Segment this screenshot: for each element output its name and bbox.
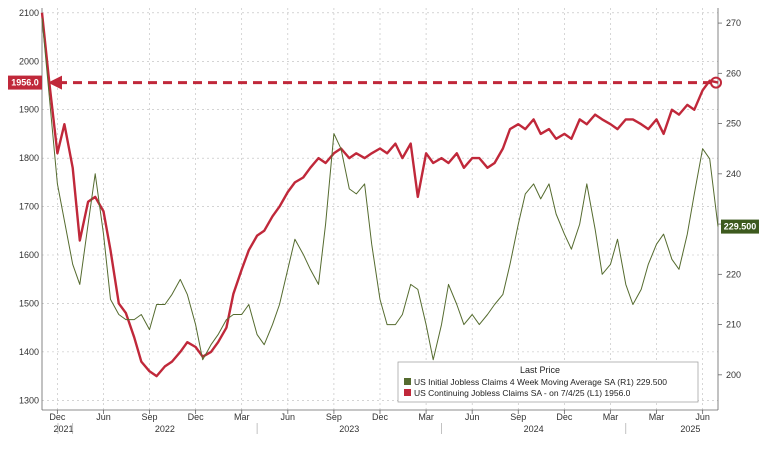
left-tick-label: 1900 (19, 105, 39, 115)
legend-title: Last Price (520, 365, 560, 375)
left-last-value-label: 1956.0 (11, 78, 39, 88)
x-month-label: Mar (418, 412, 434, 422)
x-month-label: Sep (142, 412, 158, 422)
left-tick-label: 1700 (19, 202, 39, 212)
x-month-label: Mar (649, 412, 665, 422)
left-tick-label: 1300 (19, 395, 39, 405)
legend: Last Price US Initial Jobless Claims 4 W… (397, 361, 699, 403)
x-year-label: 2024 (524, 424, 544, 434)
x-month-label: Dec (49, 412, 66, 422)
legend-box (397, 361, 699, 403)
annotation-arrowhead (48, 75, 62, 90)
left-last-value-box (8, 75, 42, 90)
right-tick-label: 260 (726, 68, 741, 78)
right-tick-label: 270 (726, 18, 741, 28)
legend-label-initial: US Initial Jobless Claims 4 Week Moving … (414, 377, 667, 387)
annotation-end-marker (710, 76, 722, 89)
x-month-label: Mar (603, 412, 619, 422)
right-last-value-box (721, 219, 759, 234)
right-tick-label: 210 (726, 320, 741, 330)
right-tick-label: 220 (726, 269, 741, 279)
initial-claims-line (41, 18, 719, 361)
x-month-label: Jun (695, 412, 710, 422)
right-tick-label: 200 (726, 370, 741, 380)
left-tick-label: 2000 (19, 56, 39, 66)
left-tick-label: 1600 (19, 250, 39, 260)
x-year-label: 2023 (339, 424, 359, 434)
left-tick-label: 1500 (19, 298, 39, 308)
x-month-label: Dec (556, 412, 573, 422)
gridlines (42, 8, 718, 410)
x-month-label: Jun (281, 412, 296, 422)
x-month-label: Jun (96, 412, 111, 422)
x-month-label: Dec (188, 412, 205, 422)
x-month-label: Sep (510, 412, 526, 422)
series-lines (40, 12, 719, 378)
legend-swatch-initial (404, 378, 411, 385)
legend-label-continuing: US Continuing Jobless Claims SA - on 7/4… (414, 388, 631, 398)
x-month-label: Mar (234, 412, 250, 422)
x-month-label: Jun (465, 412, 480, 422)
continuing-claims-line (40, 12, 719, 378)
left-tick-label: 2100 (19, 8, 39, 18)
x-year-label: 2021 (53, 424, 73, 434)
x-year-label: 2022 (155, 424, 175, 434)
left-tick-label: 1800 (19, 153, 39, 163)
x-month-label: Sep (326, 412, 342, 422)
right-tick-label: 240 (726, 169, 741, 179)
annotations: 1956.0 229.500 (8, 75, 759, 234)
x-month-label: Dec (372, 412, 389, 422)
left-tick-label: 1400 (19, 347, 39, 357)
legend-swatch-continuing (404, 389, 411, 396)
right-last-value-label: 229.500 (724, 222, 757, 232)
right-tick-label: 250 (726, 119, 741, 129)
x-year-label: 2025 (680, 424, 700, 434)
